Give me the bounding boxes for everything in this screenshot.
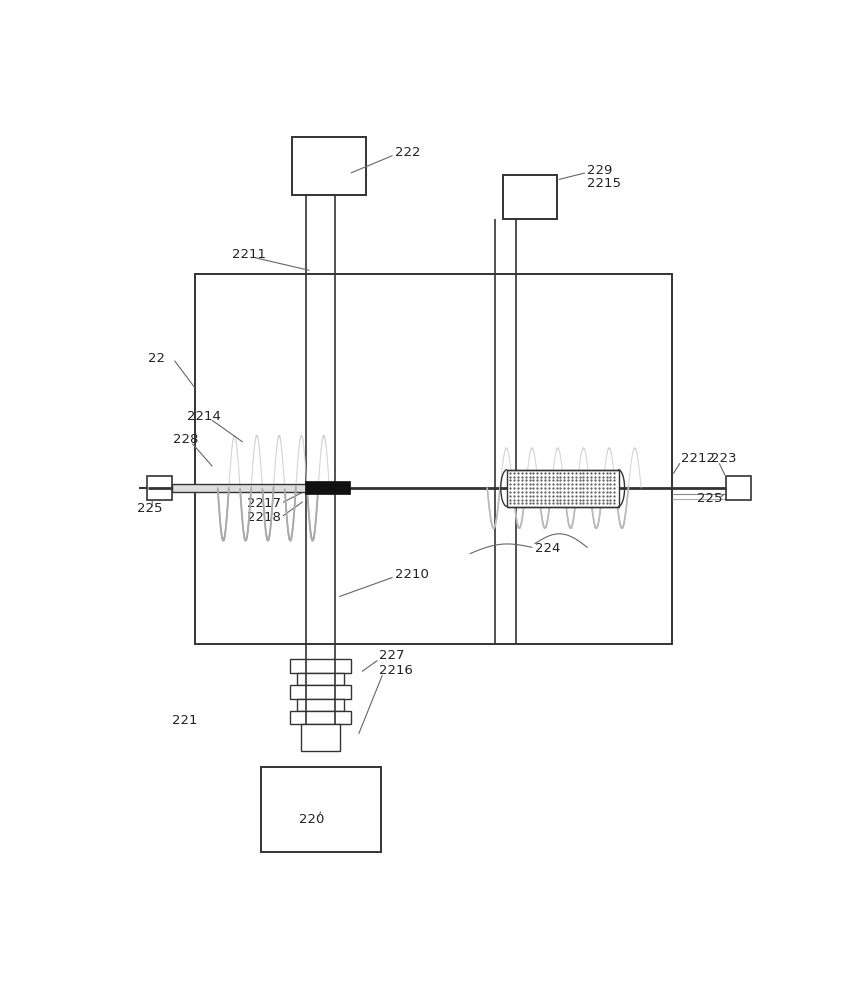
Text: 225: 225: [696, 492, 722, 505]
Bar: [297, 673, 344, 685]
Text: 2211: 2211: [232, 248, 265, 261]
Bar: [725, 476, 750, 500]
Bar: [195, 274, 672, 644]
Text: 224: 224: [535, 542, 560, 555]
Bar: [292, 137, 365, 195]
Bar: [289, 659, 351, 673]
Bar: [297, 699, 344, 711]
Bar: [146, 476, 171, 500]
Bar: [171, 484, 306, 492]
Text: 22: 22: [148, 352, 165, 365]
Bar: [506, 470, 618, 507]
Bar: [300, 724, 339, 751]
Bar: [304, 481, 350, 494]
Text: 220: 220: [298, 813, 324, 826]
Text: 2216: 2216: [379, 664, 412, 677]
Text: 228: 228: [173, 433, 198, 446]
Text: 229: 229: [586, 164, 612, 177]
Bar: [502, 175, 556, 219]
Text: 2212: 2212: [680, 452, 715, 465]
Text: 2210: 2210: [394, 568, 428, 581]
Bar: [289, 711, 351, 724]
Text: 227: 227: [379, 649, 405, 662]
Text: 2214: 2214: [187, 410, 220, 423]
Bar: [261, 767, 380, 852]
Text: 2218: 2218: [247, 511, 281, 524]
Text: 222: 222: [394, 146, 420, 159]
Text: 225: 225: [137, 502, 162, 515]
Text: 2215: 2215: [586, 177, 621, 190]
Text: 223: 223: [709, 452, 735, 465]
Bar: [289, 685, 351, 699]
Text: 221: 221: [171, 714, 197, 727]
Text: 2217: 2217: [247, 497, 281, 510]
